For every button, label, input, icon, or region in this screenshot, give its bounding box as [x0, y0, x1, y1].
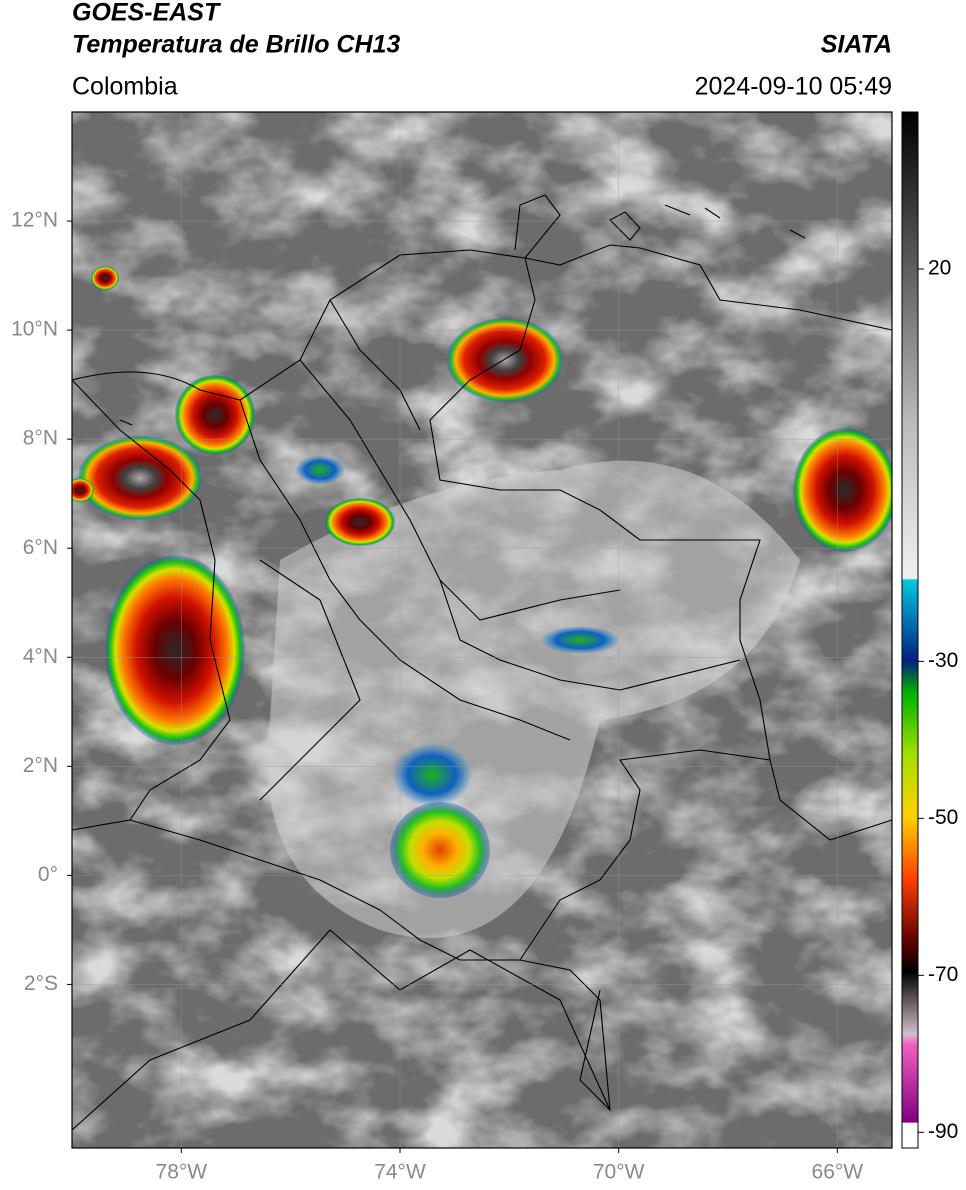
region: Colombia: [72, 73, 178, 101]
colorbar-tick-label: 20: [928, 257, 951, 280]
lon-tick-label: 70°W: [593, 1161, 645, 1184]
lon-tick-label: 74°W: [374, 1161, 426, 1184]
source: SIATA: [821, 31, 892, 59]
map-frame: [71, 111, 893, 1149]
colorbar-tick-label: -50: [928, 806, 958, 829]
storm: [78, 436, 202, 520]
island: [119, 204, 806, 426]
storm: [447, 318, 563, 402]
title: GOES-EAST: [72, 0, 222, 27]
colorbar-tick-label: -30: [928, 649, 958, 672]
lon-tick-label: 66°W: [812, 1161, 864, 1184]
lon-tick-label: 78°W: [156, 1161, 208, 1184]
storm: [325, 498, 395, 546]
storm: [72, 478, 94, 502]
lat-tick-label: 0°: [38, 863, 58, 886]
lat-tick-label: 2°S: [24, 972, 58, 995]
border: [72, 929, 611, 1131]
colorbar-tick-label: -70: [928, 963, 958, 986]
lat-tick-label: 8°N: [23, 427, 58, 450]
datetime: 2024-09-10 05:49: [695, 73, 892, 101]
storms: [72, 266, 892, 898]
colorbar-tick-label: -90: [928, 1120, 958, 1143]
storm: [91, 266, 119, 290]
storm: [105, 555, 245, 745]
map: [72, 112, 892, 1148]
lat-tick-label: 4°N: [23, 645, 58, 668]
storm: [392, 743, 472, 807]
lat-tick-label: 12°N: [11, 209, 58, 232]
storm: [793, 428, 892, 552]
storm: [175, 375, 255, 455]
subtitle: Temperatura de Brillo CH13: [72, 31, 400, 59]
storm: [540, 626, 620, 654]
lat-tick-label: 6°N: [23, 536, 58, 559]
borders: [72, 194, 892, 1131]
department-border: [239, 299, 741, 801]
lat-tick-label: 10°N: [11, 318, 58, 341]
colorbar: [901, 111, 919, 1149]
lat-tick-label: 2°N: [23, 754, 58, 777]
storm: [390, 802, 490, 898]
coastline: [72, 379, 231, 831]
cloud-mass: [267, 460, 800, 939]
storm: [295, 455, 345, 485]
